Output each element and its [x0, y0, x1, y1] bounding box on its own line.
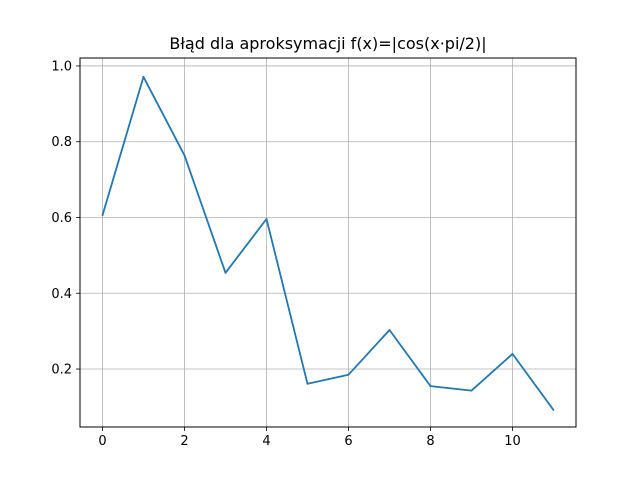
y-axis: 0.2 0.4 0.6 0.8 1.0: [51, 59, 80, 378]
series-line: [101, 76, 555, 411]
series-group: [101, 76, 555, 411]
x-tick-label: 10: [504, 434, 521, 449]
plot-frame: [79, 57, 577, 428]
x-tick-label: 0: [98, 434, 106, 449]
grid: [80, 58, 576, 427]
y-tick-label: 0.2: [51, 363, 72, 378]
y-tick-label: 0.4: [51, 287, 72, 302]
x-tick-label: 4: [262, 434, 270, 449]
data-point: [429, 385, 432, 387]
x-tick-label: 8: [426, 434, 434, 449]
data-point: [265, 218, 268, 220]
data-point: [347, 373, 350, 376]
data-point: [142, 76, 145, 78]
chart-title: Błąd dla aproksymacji f(x)=|cos(x·pi/2)|: [169, 34, 486, 53]
data-point: [101, 214, 104, 217]
x-tick-label: 2: [180, 434, 188, 449]
data-point: [552, 409, 555, 411]
y-tick-label: 0.8: [51, 135, 72, 150]
data-point: [306, 382, 309, 385]
y-tick-label: 0.6: [51, 211, 72, 226]
data-point: [388, 329, 391, 331]
y-tick-label: 1.0: [51, 59, 72, 74]
x-axis: 0 2 4 6 8 10: [98, 427, 521, 449]
data-point: [511, 352, 514, 355]
data-point: [470, 389, 473, 392]
data-point: [183, 154, 186, 157]
x-tick-label: 6: [344, 434, 352, 449]
data-point: [224, 271, 227, 274]
